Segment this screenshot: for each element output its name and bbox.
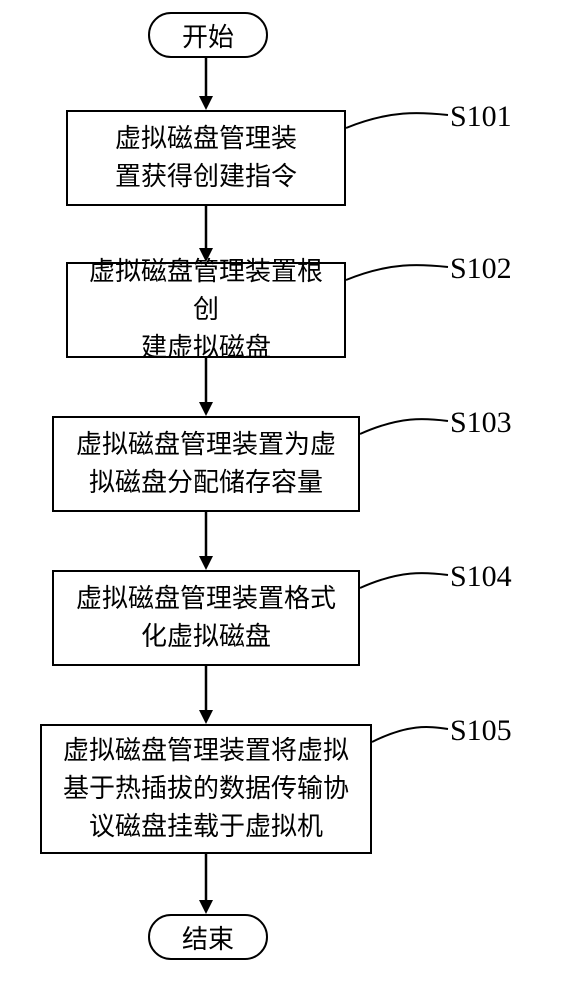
step-s105-label: S105 [450,714,512,748]
start-text: 开始 [182,17,234,54]
step-s102-label: S102 [450,252,512,286]
flowchart-canvas: 开始 虚拟磁盘管理装 置获得创建指令 S101 虚拟磁盘管理装置根创 建虚拟磁盘… [0,0,575,1000]
end-node: 结束 [148,914,268,960]
step-s101: 虚拟磁盘管理装 置获得创建指令 [66,110,346,206]
leader-lines [346,113,448,742]
start-node: 开始 [148,12,268,58]
end-text: 结束 [182,919,234,956]
step-s103: 虚拟磁盘管理装置为虚 拟磁盘分配储存容量 [52,416,360,512]
step-s103-label: S103 [450,406,512,440]
step-s105-text: 虚拟磁盘管理装置将虚拟 基于热插拔的数据传输协 议磁盘挂载于虚拟机 [63,732,349,845]
step-s101-label: S101 [450,100,512,134]
step-s101-text: 虚拟磁盘管理装 置获得创建指令 [115,120,297,195]
step-s102-text: 虚拟磁盘管理装置根创 建虚拟磁盘 [82,253,330,366]
step-s102: 虚拟磁盘管理装置根创 建虚拟磁盘 [66,262,346,358]
step-s104-label: S104 [450,560,512,594]
step-s103-text: 虚拟磁盘管理装置为虚 拟磁盘分配储存容量 [76,426,336,501]
step-s104: 虚拟磁盘管理装置格式 化虚拟磁盘 [52,570,360,666]
step-s104-text: 虚拟磁盘管理装置格式 化虚拟磁盘 [76,580,336,655]
step-s105: 虚拟磁盘管理装置将虚拟 基于热插拔的数据传输协 议磁盘挂载于虚拟机 [40,724,372,854]
